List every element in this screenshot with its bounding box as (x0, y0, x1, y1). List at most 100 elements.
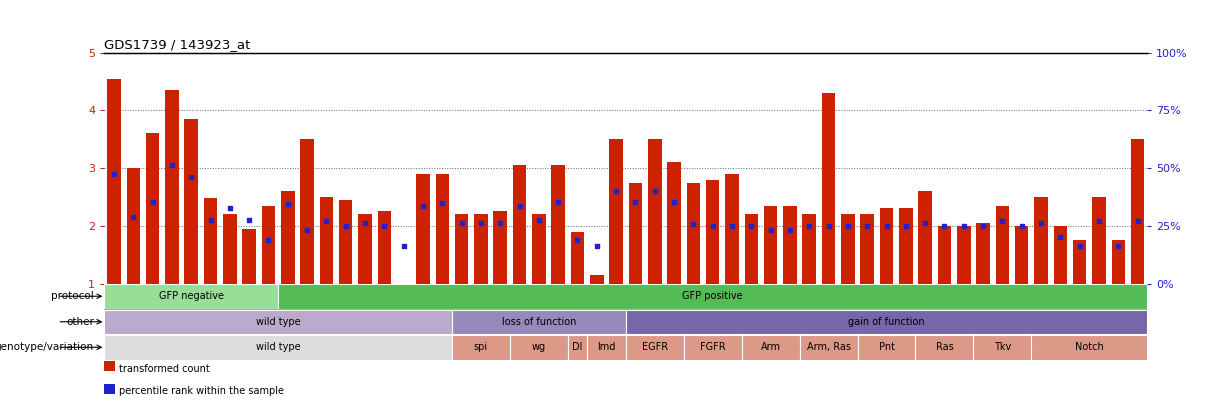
Bar (626, 335, 683, 360)
Point (239, 217, 259, 223)
Point (259, 237, 279, 243)
Text: EGFR: EGFR (642, 342, 667, 352)
Bar (358, 214, 372, 284)
Bar (378, 211, 391, 284)
Text: loss of function: loss of function (502, 317, 575, 327)
Text: protocol: protocol (52, 291, 93, 301)
Text: GDS1739 / 143923_at: GDS1739 / 143923_at (104, 38, 250, 51)
Point (374, 223, 394, 229)
Point (741, 223, 761, 229)
Bar (725, 174, 739, 284)
Point (1031, 220, 1050, 226)
Text: Arm, Ras: Arm, Ras (806, 342, 850, 352)
Bar (493, 211, 507, 284)
Bar (899, 209, 913, 284)
Bar (858, 335, 915, 360)
Point (838, 223, 858, 229)
Point (279, 200, 298, 207)
Text: wild type: wild type (255, 317, 301, 327)
Bar (146, 134, 160, 284)
Point (645, 188, 665, 194)
Bar (474, 214, 487, 284)
Bar (610, 139, 623, 284)
Bar (683, 335, 741, 360)
Point (317, 218, 336, 224)
Bar (706, 180, 719, 284)
Bar (223, 214, 237, 284)
Bar (588, 335, 626, 360)
Point (606, 188, 626, 194)
Bar (261, 206, 275, 284)
Bar (745, 214, 758, 284)
Point (993, 218, 1012, 224)
Bar (551, 165, 564, 284)
Point (626, 198, 645, 205)
Bar (648, 139, 661, 284)
Point (142, 198, 162, 205)
Bar (802, 214, 816, 284)
Bar (513, 165, 526, 284)
Point (568, 237, 588, 243)
Point (761, 226, 780, 233)
Bar (1112, 240, 1125, 284)
Point (1128, 218, 1147, 224)
Bar (937, 226, 951, 284)
Bar (104, 309, 452, 334)
Bar (1015, 226, 1028, 284)
Point (915, 220, 935, 226)
Point (1012, 223, 1032, 229)
Point (413, 202, 433, 209)
Bar (104, 335, 452, 360)
Bar (126, 168, 140, 284)
Text: Tkv: Tkv (994, 342, 1011, 352)
Bar (741, 335, 800, 360)
Bar (396, 284, 410, 333)
Bar (687, 183, 701, 284)
Bar (1054, 226, 1067, 284)
Bar (973, 335, 1032, 360)
Point (471, 220, 491, 226)
Bar (800, 335, 858, 360)
Point (876, 223, 896, 229)
Bar (628, 183, 642, 284)
Bar (822, 93, 836, 284)
Bar (667, 162, 681, 284)
Text: wg: wg (531, 342, 546, 352)
Bar (533, 214, 546, 284)
Text: Ras: Ras (935, 342, 953, 352)
Bar (1072, 240, 1086, 284)
Point (800, 223, 820, 229)
Point (124, 214, 144, 220)
Bar (281, 191, 294, 284)
Bar (995, 206, 1009, 284)
Bar (783, 206, 796, 284)
Point (858, 223, 877, 229)
Point (953, 223, 973, 229)
Bar (452, 335, 510, 360)
Text: spi: spi (474, 342, 488, 352)
Point (336, 223, 356, 229)
Point (1070, 243, 1090, 249)
Bar (590, 275, 604, 283)
Point (1050, 234, 1070, 241)
Bar (339, 200, 352, 284)
Bar (568, 335, 588, 360)
Text: Pnt: Pnt (879, 342, 894, 352)
Bar (455, 214, 469, 284)
Bar (416, 174, 429, 284)
Point (394, 243, 413, 249)
Point (509, 202, 529, 209)
Text: GFP positive: GFP positive (682, 291, 744, 301)
Bar (1131, 139, 1145, 284)
Point (355, 220, 374, 226)
Bar (626, 309, 1147, 334)
Text: Arm: Arm (761, 342, 780, 352)
Text: lmd: lmd (598, 342, 616, 352)
Point (664, 198, 683, 205)
Point (587, 243, 606, 249)
Bar (1032, 335, 1147, 360)
Point (780, 226, 800, 233)
Text: FGFR: FGFR (699, 342, 725, 352)
Text: percentile rank within the sample: percentile rank within the sample (119, 386, 283, 396)
Bar (204, 198, 217, 284)
